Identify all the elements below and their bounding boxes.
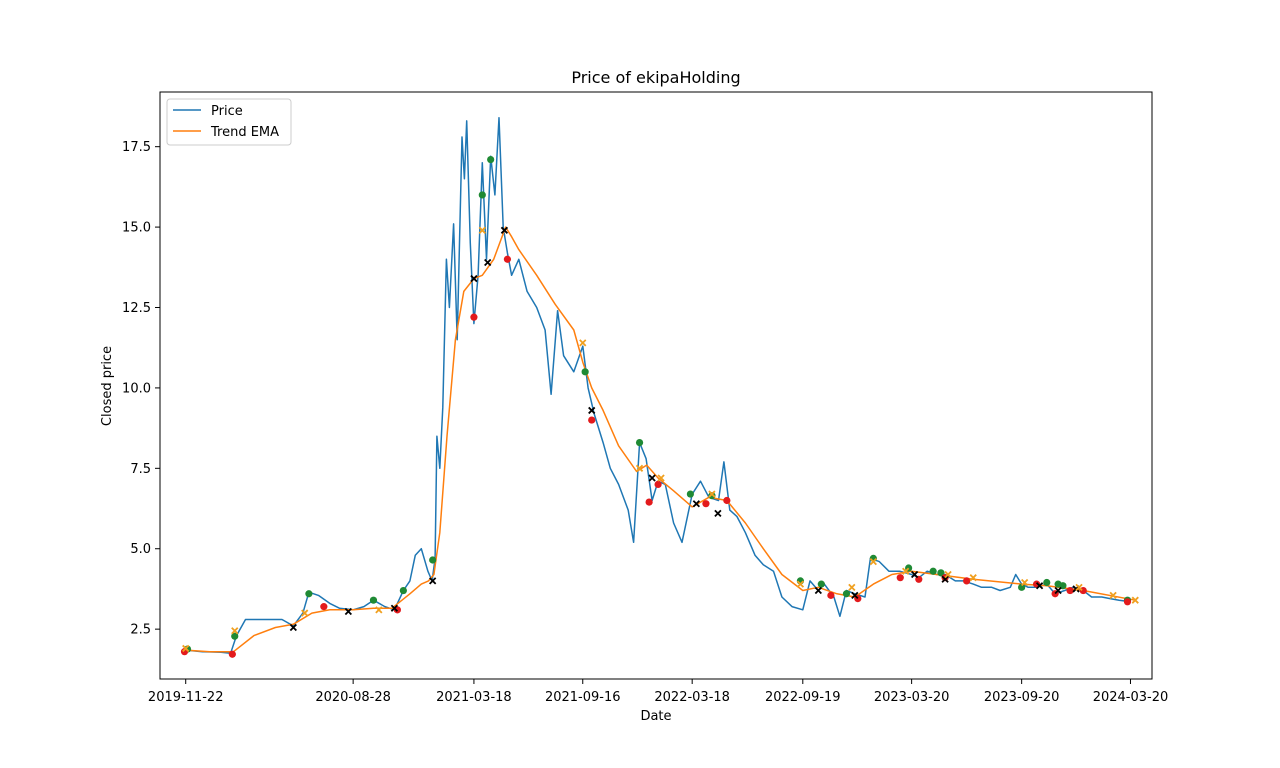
marker-orange-x: [1109, 591, 1117, 600]
series-line-price: [185, 116, 1131, 655]
marker-red-dot: [228, 650, 236, 658]
y-tick-label: 10.0: [122, 381, 151, 396]
marker-green-dot: [817, 580, 825, 588]
marker-black-x: [648, 474, 656, 482]
x-tick-label: 2023-09-20: [984, 690, 1060, 705]
marker-orange-x: [231, 627, 239, 635]
marker-orange-x: [969, 574, 977, 582]
marker-red-dot: [896, 574, 904, 582]
chart-title: Price of ekipaHolding: [571, 68, 740, 87]
marker-black-x: [910, 570, 919, 579]
marker-green-dot: [305, 590, 313, 598]
marker-green-dot: [708, 492, 716, 500]
marker-black-x: [714, 509, 722, 517]
marker-orange-x: [478, 226, 486, 234]
legend: Price Trend EMA: [166, 98, 292, 146]
marker-orange-x: [635, 464, 644, 472]
marker-red-dot: [702, 500, 710, 508]
marker-green-dot: [429, 556, 437, 564]
marker-orange-x: [182, 644, 190, 653]
marker-red-dot: [645, 498, 653, 506]
marker-black-x: [484, 258, 492, 267]
marker-green-dot: [399, 586, 407, 595]
marker-orange-x: [944, 570, 952, 579]
marker-green-dot: [369, 596, 378, 604]
marker-orange-x: [1131, 596, 1139, 604]
x-tick-label: 2023-03-20: [874, 690, 950, 705]
marker-green-dot: [635, 438, 644, 447]
marker-black-x: [941, 575, 949, 583]
marker-red-dot: [588, 416, 596, 424]
y-tick-label: 2.5: [130, 623, 151, 638]
marker-black-x: [470, 274, 478, 283]
marker-green-dot: [581, 368, 589, 376]
legend-label-price: Price: [211, 104, 243, 119]
marker-orange-x: [579, 339, 587, 347]
y-tick-label: 12.5: [122, 301, 151, 316]
marker-green-dot: [1059, 582, 1067, 590]
y-tick-label: 5.0: [130, 542, 151, 557]
x-axis-label: Date: [640, 709, 671, 724]
marker-red-dot: [723, 496, 731, 505]
marker-red-dot: [963, 577, 971, 585]
y-tick-label: 7.5: [130, 462, 151, 477]
x-tick-label: 2020-08-28: [315, 690, 391, 705]
marker-orange-x: [657, 474, 665, 482]
marker-black-x: [344, 607, 352, 616]
marker-green-dot: [842, 590, 851, 598]
x-tick-label: 2021-09-16: [545, 690, 621, 705]
marker-black-x: [390, 604, 399, 612]
x-tick-label: 2021-03-18: [436, 690, 512, 705]
x-tick-label: 2022-03-18: [654, 690, 730, 705]
marker-red-dot: [827, 591, 835, 599]
marker-green-dot: [487, 155, 495, 164]
marker-green-dot: [929, 567, 937, 575]
marker-red-dot: [1123, 598, 1132, 606]
x-axis: 2019-11-22 2020-08-28 2021-03-18 2021-09-16…: [148, 679, 1168, 705]
marker-orange-x: [301, 609, 309, 617]
marker-black-x: [692, 500, 700, 508]
marker-orange-x: [902, 567, 910, 575]
marker-green-dot: [937, 569, 945, 577]
marker-red-dot: [654, 480, 662, 489]
y-tick-label: 17.5: [122, 140, 151, 155]
marker-green-dot: [231, 632, 239, 640]
marker-black-x: [1054, 586, 1062, 595]
marker-red-dot: [320, 603, 328, 611]
marker-green-dot: [478, 191, 486, 199]
marker-green-dot: [1018, 583, 1026, 591]
y-axis: 2.5 5.0 7.5 10.0 12.5 15.0 17.5: [122, 140, 160, 638]
marker-black-x: [500, 226, 509, 234]
x-tick-label: 2024-03-20: [1093, 690, 1169, 705]
marker-black-x: [588, 406, 596, 415]
marker-black-x: [429, 577, 437, 585]
marker-red-dot: [503, 255, 512, 263]
marker-red-dot: [470, 313, 478, 321]
x-tick-label: 2022-09-19: [765, 690, 841, 705]
marker-orange-x: [375, 606, 383, 614]
x-tick-label: 2019-11-22: [148, 690, 224, 705]
marker-black-x: [814, 586, 822, 595]
marker-green-dot: [686, 490, 694, 498]
marker-red-dot: [1066, 586, 1074, 595]
y-axis-label: Closed price: [100, 346, 115, 426]
plot-area: [180, 116, 1139, 658]
marker-orange-x: [848, 583, 856, 591]
plot-frame: [159, 91, 1153, 680]
legend-label-trend-ema: Trend EMA: [210, 125, 279, 140]
marker-black-x: [1035, 582, 1044, 590]
marker-orange-x: [869, 557, 877, 566]
marker-black-x: [289, 623, 297, 632]
y-tick-label: 15.0: [122, 221, 151, 236]
marker-orange-x: [708, 490, 716, 498]
marker-orange-x: [1075, 583, 1083, 591]
marker-black-x: [851, 591, 859, 600]
marker-orange-x: [796, 580, 805, 588]
marker-orange-x: [1021, 578, 1029, 587]
marker-green-dot: [1043, 578, 1051, 587]
